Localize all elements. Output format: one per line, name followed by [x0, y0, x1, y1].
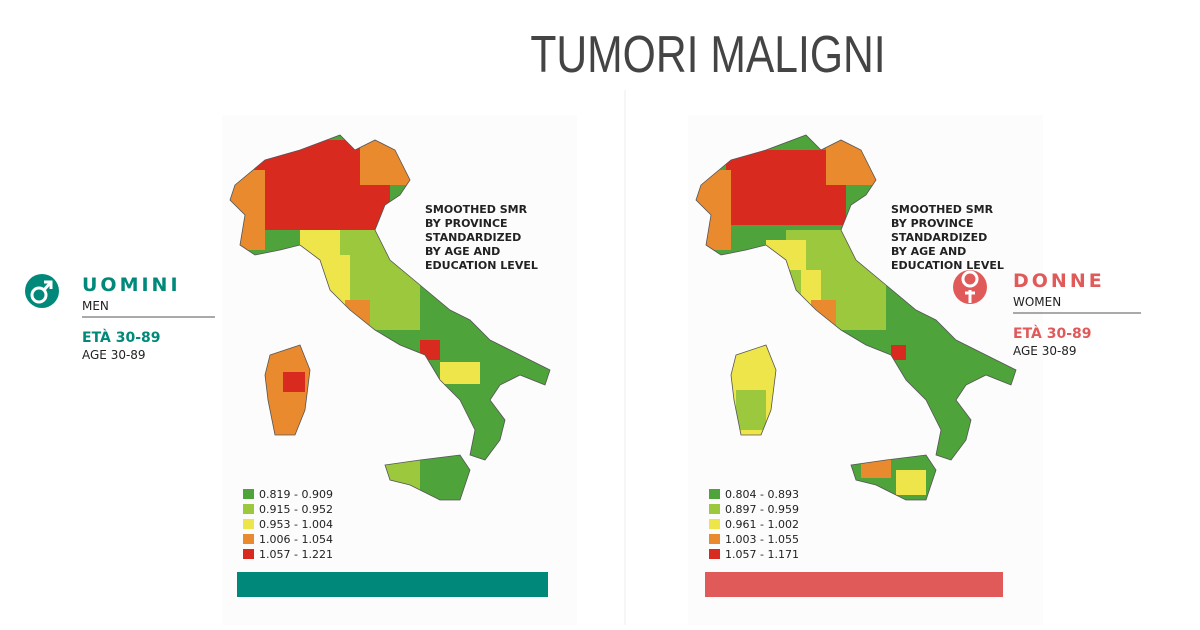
legend-label: 0.804 - 0.893	[725, 488, 799, 501]
map-caption: SMOOTHED SMR	[891, 203, 994, 216]
legend-swatch	[243, 489, 254, 499]
map-region	[861, 458, 891, 478]
legend-swatch	[243, 519, 254, 529]
age-label: ETÀ 30-89	[1013, 325, 1092, 342]
map-caption: BY PROVINCE	[891, 217, 974, 230]
group-label-en: MEN	[82, 299, 109, 313]
legend-label: 1.057 - 1.171	[725, 548, 799, 561]
map-caption: EDUCATION LEVEL	[425, 259, 538, 272]
group-label: UOMINI	[82, 274, 181, 296]
color-bar	[237, 572, 548, 597]
group-label: DONNE	[1013, 270, 1105, 292]
group-label-en: WOMEN	[1013, 295, 1061, 309]
map-region	[891, 345, 906, 360]
title: TUMORI MALIGNI	[530, 26, 885, 84]
map-caption: SMOOTHED SMR	[425, 203, 528, 216]
gender-symbol	[965, 290, 975, 303]
map-caption: BY AGE AND	[425, 245, 500, 258]
legend-swatch	[243, 504, 254, 514]
age-label-en: AGE 30-89	[82, 348, 146, 362]
map-region	[440, 362, 480, 384]
map-outline	[229, 134, 551, 501]
map-region	[896, 470, 926, 495]
legend-label: 1.057 - 1.221	[259, 548, 333, 561]
legend-label: 0.961 - 1.002	[725, 518, 799, 531]
map-caption: BY PROVINCE	[425, 217, 508, 230]
legend-swatch	[709, 489, 720, 499]
age-label-en: AGE 30-89	[1013, 344, 1077, 358]
legend-swatch	[709, 504, 720, 514]
legend-label: 0.897 - 0.959	[725, 503, 799, 516]
legend-swatch	[243, 534, 254, 544]
legend-label: 0.953 - 1.004	[259, 518, 333, 531]
map-region	[736, 390, 766, 430]
legend-swatch	[243, 549, 254, 559]
color-bar	[705, 572, 1003, 597]
gender-symbol	[42, 280, 53, 291]
legend-label: 1.003 - 1.055	[725, 533, 799, 546]
legend-swatch	[709, 549, 720, 559]
map-caption: BY AGE AND	[891, 245, 966, 258]
map-region	[283, 372, 305, 392]
age-label: ETÀ 30-89	[82, 329, 161, 346]
map-caption: EDUCATION LEVEL	[891, 259, 1004, 272]
map-caption: STANDARDIZED	[425, 231, 521, 244]
map-caption: STANDARDIZED	[891, 231, 987, 244]
map-outline	[695, 134, 1017, 501]
gender-symbol	[961, 270, 979, 288]
legend-label: 1.006 - 1.054	[259, 533, 333, 546]
legend-label: 0.819 - 0.909	[259, 488, 333, 501]
legend-label: 0.915 - 0.952	[259, 503, 333, 516]
legend-swatch	[709, 534, 720, 544]
gender-symbol	[30, 286, 48, 304]
legend-swatch	[709, 519, 720, 529]
